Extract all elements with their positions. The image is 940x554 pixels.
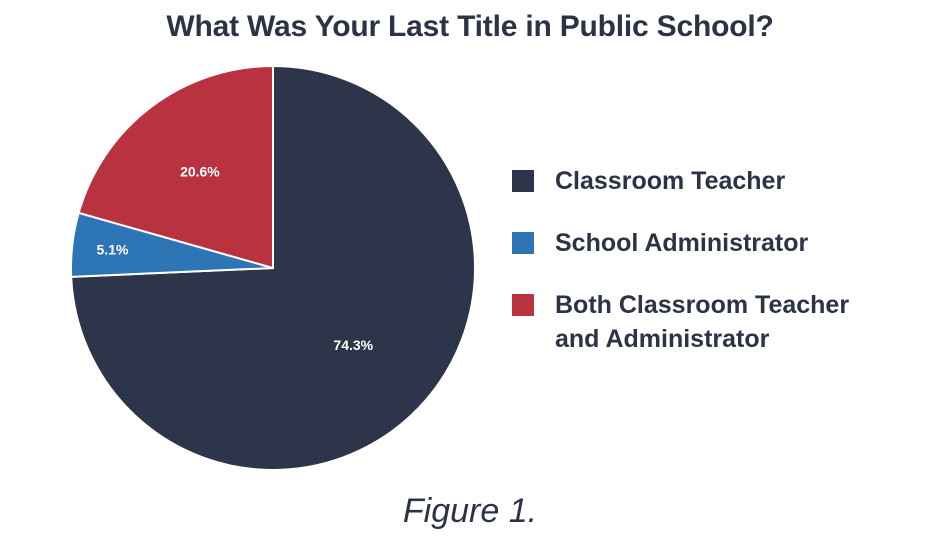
legend-swatch-classroom-teacher <box>512 170 534 192</box>
slice-label-both: 20.6% <box>180 163 220 179</box>
legend-item-school-administrator: School Administrator <box>512 226 932 260</box>
legend-item-both: Both Classroom Teacher and Administrator <box>512 288 895 356</box>
legend-item-classroom-teacher: Classroom Teacher <box>512 164 932 198</box>
slice-label-classroom-teacher: 74.3% <box>333 337 373 353</box>
chart-title: What Was Your Last Title in Public Schoo… <box>166 10 774 43</box>
legend-swatch-school-administrator <box>512 232 534 254</box>
chart-legend: Classroom Teacher School Administrator B… <box>512 164 932 384</box>
legend-label-classroom-teacher: Classroom Teacher <box>555 167 786 195</box>
slice-label-school-administrator: 5.1% <box>97 241 129 257</box>
legend-swatch-both <box>512 294 534 316</box>
figure-caption: Figure 1. <box>402 492 538 530</box>
legend-label-school-administrator: School Administrator <box>555 229 809 257</box>
legend-label-both: Both Classroom Teacher and Administrator <box>555 291 850 353</box>
pie-slice-both <box>77 64 274 270</box>
